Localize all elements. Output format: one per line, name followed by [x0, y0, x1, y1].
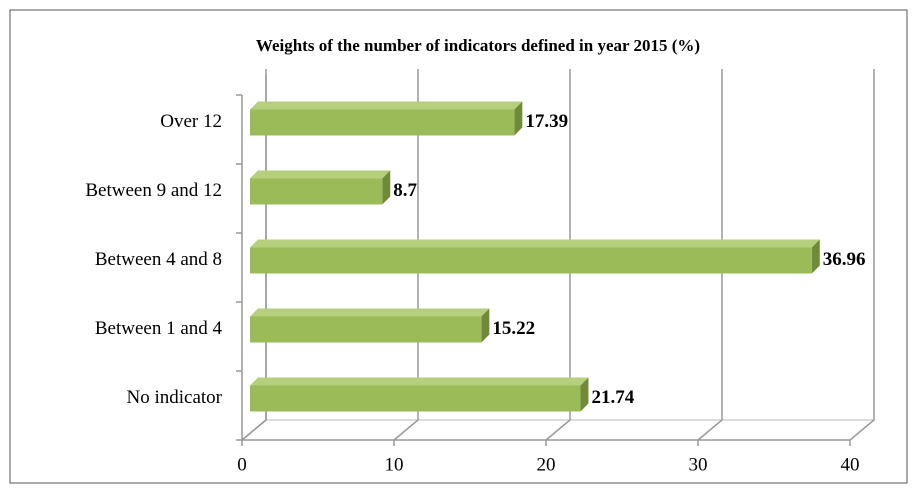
x-tick-label: 30: [689, 454, 708, 475]
x-tick-label: 20: [537, 454, 556, 475]
y-tick-label: Over 12: [160, 111, 222, 132]
bar-side: [514, 101, 523, 136]
grid-line: [697, 69, 723, 441]
x-tick-label: 0: [237, 454, 247, 475]
bar-side: [382, 170, 391, 205]
grid-line: [849, 69, 875, 441]
value-label: 17.39: [525, 111, 568, 132]
y-tick-label: Between 4 and 8: [95, 249, 222, 270]
y-tick-label: Between 9 and 12: [85, 180, 222, 201]
bar-top: [250, 239, 820, 248]
bar: [250, 385, 581, 412]
value-label: 15.22: [492, 318, 535, 339]
value-label: 21.74: [591, 387, 634, 408]
bar: [250, 109, 515, 136]
x-tick-label: 40: [841, 454, 860, 475]
bar-top: [250, 101, 523, 110]
x-tick-label: 10: [385, 454, 404, 475]
bar-top: [250, 377, 589, 386]
bar: [250, 178, 383, 205]
bar-side: [580, 377, 589, 412]
bar-top: [250, 308, 490, 317]
grid-line: [545, 69, 571, 441]
value-label: 36.96: [823, 249, 866, 270]
value-label: 8.7: [393, 180, 417, 201]
bar-top: [250, 170, 391, 179]
grid-line: [393, 69, 419, 441]
bar-side: [481, 308, 490, 343]
bar: [250, 316, 482, 343]
y-tick-label: Between 1 and 4: [95, 318, 223, 339]
chart-title: Weights of the number of indicators defi…: [256, 36, 700, 55]
bar-side: [811, 239, 820, 274]
y-tick-label: No indicator: [126, 387, 222, 408]
bar: [250, 247, 812, 274]
